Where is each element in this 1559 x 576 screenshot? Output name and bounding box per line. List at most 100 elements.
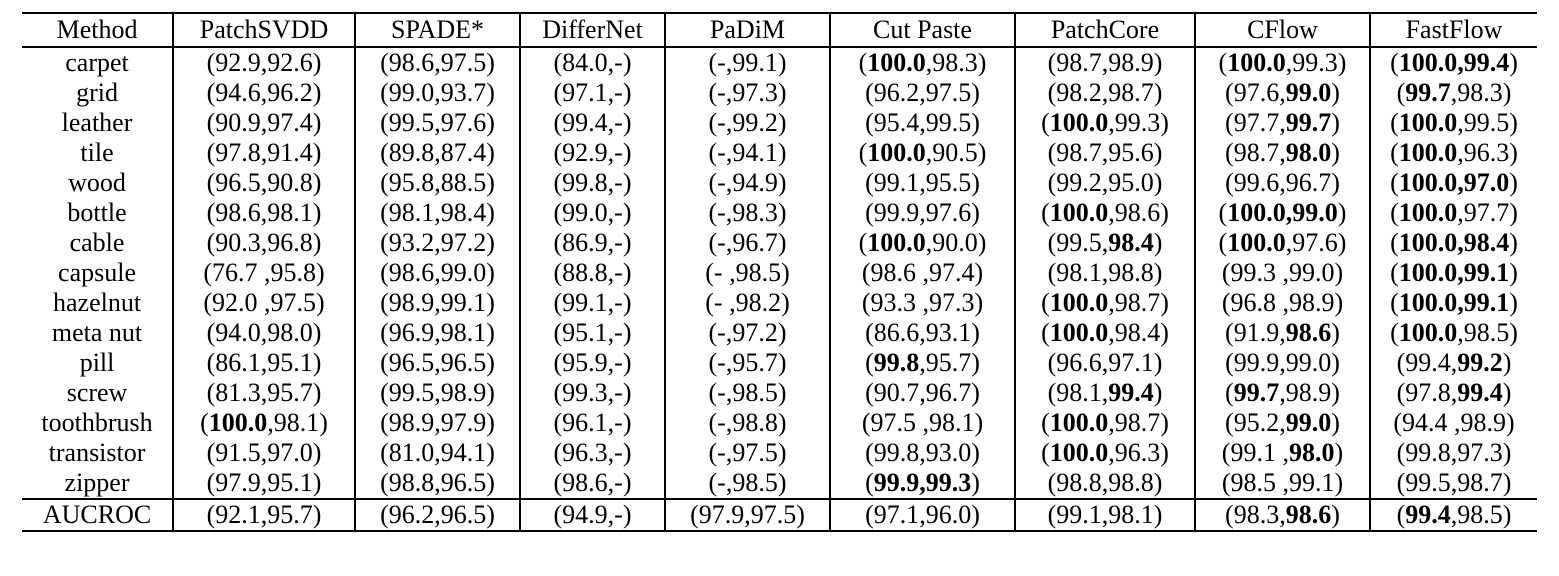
cell-transistor-differnet: (96.3,-) [519,438,665,468]
cell-grid-patchsvdd: (94.6,96.2) [172,78,356,108]
row-label-pill: pill [79,348,115,377]
cell-pill-patchcore: (96.6,97.1) [1013,348,1195,378]
cell-screw-differnet: (99.3,-) [519,378,665,408]
column-header-patchcore: PatchCore [1013,13,1195,47]
row-label-wood: wood [68,168,126,197]
cell-leather-differnet: (99.4,-) [519,108,665,138]
table-body: carpet (92.9,92.6) (98.6,97.5) (84.0,-) (-,9… [22,47,1537,531]
cell-meta-nut-patchsvdd: (94.0,98.0) [172,318,356,348]
table-row: meta nut (94.0,98.0) (96.9,98.1) (95.1,-) (-… [22,318,1537,348]
cell-grid-cut-paste: (96.2,97.5) [828,78,1015,108]
header-row: Method PatchSVDD SPADE* DifferNet PaDiM Cut P… [22,13,1537,47]
cell-aucroc-differnet: (94.9,-) [519,499,665,531]
cell-bottle-cut-paste: (99.9,97.6) [828,198,1015,228]
cell-hazelnut-cflow: (96.8 ,98.9) [1193,288,1370,318]
cell-zipper-patchcore: (98.8,98.8) [1013,468,1195,499]
cell-cable-padim: (-,96.7) [664,228,830,258]
cell-wood-differnet: (99.8,-) [519,168,665,198]
cell-pill-fastflow: (99.4,99.2) [1368,348,1537,378]
row-label-bottle: bottle [67,198,127,227]
cell-pill-patchsvdd: (86.1,95.1) [172,348,356,378]
cell-aucroc-patchsvdd: (92.1,95.7) [172,499,356,531]
cell-transistor-spade: (81.0,94.1) [354,438,520,468]
row-label-capsule: capsule [58,258,136,287]
cell-screw-spade: (99.5,98.9) [354,378,520,408]
cell-screw-cut-paste: (90.7,96.7) [828,378,1015,408]
cell-aucroc-padim: (97.9,97.5) [664,499,830,531]
cell-cable-patchsvdd: (90.3,96.8) [172,228,356,258]
cell-leather-cut-paste: (95.4,99.5) [828,108,1015,138]
cell-toothbrush-padim: (-,98.8) [664,408,830,438]
cell-grid-spade: (99.0,93.7) [354,78,520,108]
cell-capsule-differnet: (88.8,-) [519,258,665,288]
cell-capsule-cflow: (99.3 ,99.0) [1193,258,1370,288]
cell-pill-cflow: (99.9,99.0) [1193,348,1370,378]
cell-wood-spade: (95.8,88.5) [354,168,520,198]
cell-tile-spade: (89.8,87.4) [354,138,520,168]
cell-meta-nut-fastflow: (100.0,98.5) [1368,318,1537,348]
cell-meta-nut-differnet: (95.1,-) [519,318,665,348]
cell-pill-differnet: (95.9,-) [519,348,665,378]
cell-transistor-padim: (-,97.5) [664,438,830,468]
cell-capsule-spade: (98.6,99.0) [354,258,520,288]
cell-carpet-patchsvdd: (92.9,92.6) [172,47,356,78]
cell-bottle-padim: (-,98.3) [664,198,830,228]
cell-pill-padim: (-,95.7) [664,348,830,378]
row-label-transistor: transistor [48,438,146,467]
cell-toothbrush-fastflow: (94.4 ,98.9) [1368,408,1537,438]
cell-capsule-padim: (- ,98.5) [664,258,830,288]
table-row: tile (97.8,91.4) (89.8,87.4) (92.9,-) (-,94.… [22,138,1537,168]
cell-leather-patchsvdd: (90.9,97.4) [172,108,356,138]
column-header-fastflow: FastFlow [1368,13,1537,47]
row-label-toothbrush: toothbrush [41,408,153,437]
cell-toothbrush-patchsvdd: (100.0,98.1) [172,408,356,438]
cell-carpet-fastflow: (100.0,99.4) [1368,47,1537,78]
cell-grid-cflow: (97.6,99.0) [1193,78,1370,108]
cell-toothbrush-cut-paste: (97.5 ,98.1) [828,408,1015,438]
row-label-screw: screw [66,378,128,407]
table-row: cable (90.3,96.8) (93.2,97.2) (86.9,-) (-,96… [22,228,1537,258]
cell-hazelnut-cut-paste: (93.3 ,97.3) [828,288,1015,318]
cell-screw-padim: (-,98.5) [664,378,830,408]
column-header-spade: SPADE* [354,13,520,47]
cell-pill-spade: (96.5,96.5) [354,348,520,378]
cell-aucroc-cflow: (98.3,98.6) [1193,499,1370,531]
cell-pill-cut-paste: (99.8,95.7) [828,348,1015,378]
cell-tile-fastflow: (100.0,96.3) [1368,138,1537,168]
cell-zipper-padim: (-,98.5) [664,468,830,499]
table-header: Method PatchSVDD SPADE* DifferNet PaDiM Cut P… [22,13,1537,47]
column-header-method: Method [56,15,138,44]
footer-row: AUCROC (92.1,95.7) (96.2,96.5) (94.9,-) (97.… [22,499,1537,531]
cell-wood-cflow: (99.6,96.7) [1193,168,1370,198]
cell-capsule-fastflow: (100.0,99.1) [1368,258,1537,288]
row-label-grid: grid [76,78,118,107]
cell-cable-fastflow: (100.0,98.4) [1368,228,1537,258]
cell-transistor-patchcore: (100.0,96.3) [1013,438,1195,468]
table-row: grid (94.6,96.2) (99.0,93.7) (97.1,-) (-,97.… [22,78,1537,108]
cell-aucroc-cut-paste: (97.1,96.0) [828,499,1015,531]
row-label-hazelnut: hazelnut [52,288,142,317]
cell-zipper-cut-paste: (99.9,99.3) [828,468,1015,499]
cell-transistor-patchsvdd: (91.5,97.0) [172,438,356,468]
cell-wood-patchcore: (99.2,95.0) [1013,168,1195,198]
cell-leather-spade: (99.5,97.6) [354,108,520,138]
cell-bottle-spade: (98.1,98.4) [354,198,520,228]
cell-bottle-cflow: (100.0,99.0) [1193,198,1370,228]
cell-carpet-cut-paste: (100.0,98.3) [828,47,1015,78]
table-row: pill (86.1,95.1) (96.5,96.5) (95.9,-) (-,95.… [22,348,1537,378]
cell-hazelnut-patchsvdd: (92.0 ,97.5) [172,288,356,318]
row-label-aucroc: AUCROC [42,500,152,529]
results-table: Method PatchSVDD SPADE* DifferNet PaDiM Cut P… [22,12,1537,532]
cell-transistor-cflow: (99.1 ,98.0) [1193,438,1370,468]
cell-hazelnut-patchcore: (100.0,98.7) [1013,288,1195,318]
cell-hazelnut-padim: (- ,98.2) [664,288,830,318]
column-header-patchsvdd: PatchSVDD [172,13,356,47]
table-row: carpet (92.9,92.6) (98.6,97.5) (84.0,-) (-,9… [22,47,1537,78]
cell-bottle-differnet: (99.0,-) [519,198,665,228]
cell-toothbrush-spade: (98.9,97.9) [354,408,520,438]
table-row: transistor (91.5,97.0) (81.0,94.1) (96.3,-)… [22,438,1537,468]
column-header-cflow: CFlow [1193,13,1370,47]
table-row: zipper (97.9,95.1) (98.8,96.5) (98.6,-) (-,9… [22,468,1537,499]
cell-carpet-differnet: (84.0,-) [519,47,665,78]
table-row: wood (96.5,90.8) (95.8,88.5) (99.8,-) (-,94.… [22,168,1537,198]
